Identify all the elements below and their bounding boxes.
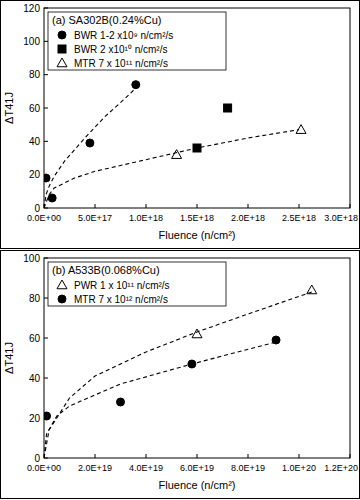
legend-box xyxy=(48,262,226,306)
y-tick xyxy=(44,108,48,109)
legend-label: MTR 7 x 10¹² n/cm²/s xyxy=(74,294,168,305)
x-axis-label: Fluence (n/cm²) xyxy=(158,479,235,491)
y-tick-label: 120 xyxy=(23,3,40,14)
data-point xyxy=(86,139,94,147)
x-tick-label: 1.0E+18 xyxy=(129,213,163,223)
legend-marker xyxy=(58,45,66,53)
legend-label: MTR 7 x 10¹¹ n/cm²/s xyxy=(74,58,168,69)
legend-label: PWR 1 x 10¹¹ n/cm²/s xyxy=(74,280,170,291)
y-tick-label: 20 xyxy=(29,169,41,180)
x-axis-label: Fluence (n/cm²) xyxy=(158,229,235,241)
y-tick-label: 100 xyxy=(23,253,40,264)
x-tick-label: 4.0E+19 xyxy=(129,463,163,473)
data-point xyxy=(192,329,202,338)
y-axis-label: ΔT41J xyxy=(3,92,15,124)
x-tick xyxy=(299,204,300,208)
x-tick-label: 1.2E+20 xyxy=(324,463,358,473)
data-point xyxy=(296,125,306,134)
y-tick xyxy=(44,258,48,259)
y-tick xyxy=(44,141,48,142)
panel: 0 20 40 60 80 100 120 0.0E+00 5.0E+17 1.0E+18 1.5E… xyxy=(1,1,360,249)
legend-label: BWR 1-2 x10⁹ n/cm²/s xyxy=(74,30,173,41)
plot-frame xyxy=(44,8,350,208)
legend-marker xyxy=(58,31,66,39)
y-tick-label: 40 xyxy=(29,373,41,384)
y-axis-label: ΔT41J xyxy=(3,342,15,374)
x-tick-label: 2.0E+19 xyxy=(78,463,112,473)
legend-marker xyxy=(57,58,67,67)
data-point xyxy=(172,150,182,159)
data-point xyxy=(132,81,140,89)
x-tick-label: 0.0E+00 xyxy=(27,463,61,473)
y-tick-label: 0 xyxy=(34,203,40,214)
x-tick xyxy=(197,454,198,458)
x-tick-label: 1.0E+20 xyxy=(282,463,316,473)
y-tick xyxy=(44,74,48,75)
legend-box xyxy=(48,12,226,70)
y-tick xyxy=(44,8,48,9)
panel-frame xyxy=(1,1,360,249)
y-tick-label: 0 xyxy=(34,453,40,464)
data-point xyxy=(48,194,56,202)
x-tick xyxy=(350,454,351,458)
data-point xyxy=(44,412,51,420)
y-tick-label: 100 xyxy=(23,36,40,47)
x-tick-label: 8.0E+19 xyxy=(231,463,265,473)
x-tick-label: 1.5E+18 xyxy=(180,213,214,223)
legend-marker xyxy=(57,280,67,289)
x-tick-label: 2.5E+18 xyxy=(282,213,316,223)
trend-line xyxy=(44,130,299,208)
figure: 0 20 40 60 80 100 120 0.0E+00 5.0E+17 1.0E+18 1.5E… xyxy=(0,0,360,500)
x-tick-label: 2.0E+18 xyxy=(231,213,265,223)
x-tick xyxy=(95,204,96,208)
y-tick-label: 80 xyxy=(29,293,41,304)
x-tick xyxy=(299,454,300,458)
trend-line xyxy=(44,342,276,458)
trend-line xyxy=(44,292,312,458)
plot-area xyxy=(44,285,317,458)
y-tick-label: 20 xyxy=(29,413,41,424)
x-tick-label: 3.0E+18 xyxy=(324,213,358,223)
y-tick-label: 60 xyxy=(29,103,41,114)
y-tick xyxy=(44,41,48,42)
x-tick-label: 6.0E+19 xyxy=(180,463,214,473)
x-tick xyxy=(248,204,249,208)
x-tick xyxy=(248,454,249,458)
chart-title: (a) SA302B(0.24%Cu) xyxy=(52,14,161,26)
x-tick xyxy=(146,454,147,458)
legend-marker xyxy=(58,295,66,303)
y-tick xyxy=(44,298,48,299)
data-point xyxy=(44,174,50,182)
plot-frame xyxy=(44,258,350,458)
legend-label: BWR 2 x10¹⁰ n/cm²/s xyxy=(74,44,167,55)
x-tick xyxy=(350,204,351,208)
x-tick-label: 5.0E+17 xyxy=(78,213,112,223)
panel: 0 20 40 60 80 100 0.0E+00 2.0E+19 4.0E+19 6.0E+19… xyxy=(1,251,360,499)
x-tick xyxy=(197,204,198,208)
plot-area xyxy=(44,81,306,208)
panel-frame xyxy=(1,251,360,499)
y-tick-label: 60 xyxy=(29,333,41,344)
x-tick-label: 0.0E+00 xyxy=(27,213,61,223)
data-point xyxy=(224,104,232,112)
x-tick xyxy=(146,204,147,208)
y-tick xyxy=(44,378,48,379)
trend-line xyxy=(44,88,136,208)
y-tick-label: 80 xyxy=(29,69,41,80)
x-tick xyxy=(95,454,96,458)
y-tick xyxy=(44,338,48,339)
y-tick-label: 40 xyxy=(29,136,41,147)
chart-title: (b) A533B(0.068%Cu) xyxy=(52,264,160,276)
data-point xyxy=(117,398,125,406)
